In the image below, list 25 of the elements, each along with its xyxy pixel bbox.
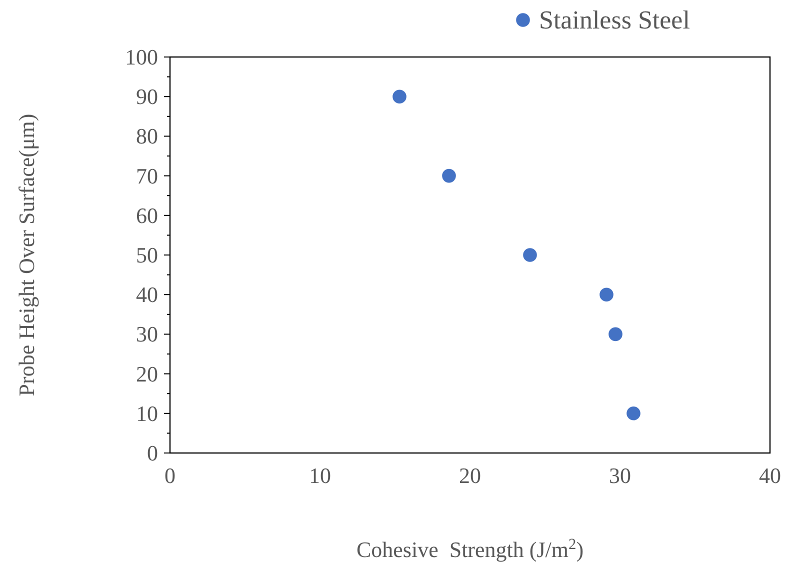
legend-label: Stainless Steel bbox=[539, 6, 690, 34]
y-tick-label: 30 bbox=[136, 322, 158, 347]
y-tick-label: 40 bbox=[136, 282, 158, 308]
point bbox=[442, 168, 456, 183]
y-tick-label: 60 bbox=[136, 202, 158, 228]
point bbox=[392, 90, 406, 104]
point bbox=[608, 327, 622, 342]
x-tick-label: 20 bbox=[459, 463, 481, 488]
point bbox=[523, 248, 537, 262]
x-tick-label: 40 bbox=[759, 463, 781, 488]
y-tick-label: 20 bbox=[136, 361, 158, 386]
x-tick-label: 30 bbox=[609, 463, 631, 488]
y-tick-label: 80 bbox=[136, 124, 158, 149]
x-tick-label: 0 bbox=[164, 463, 176, 488]
y-tick-label: 0 bbox=[147, 440, 158, 466]
x-axis-title: Cohesive Strength (J/m$^{2}$) bbox=[356, 536, 584, 562]
y-tick-label: 90 bbox=[136, 84, 158, 110]
point bbox=[600, 288, 614, 302]
y-tick-label: 10 bbox=[136, 400, 158, 426]
point bbox=[626, 406, 640, 420]
y-tick-label: 70 bbox=[136, 163, 158, 188]
x-tick-label: 10 bbox=[309, 463, 331, 488]
y-tick-label: 50 bbox=[136, 242, 158, 268]
y-axis-title: Probe Height Over Surface(μm) bbox=[14, 114, 39, 396]
y-tick-label: 100 bbox=[125, 44, 158, 70]
